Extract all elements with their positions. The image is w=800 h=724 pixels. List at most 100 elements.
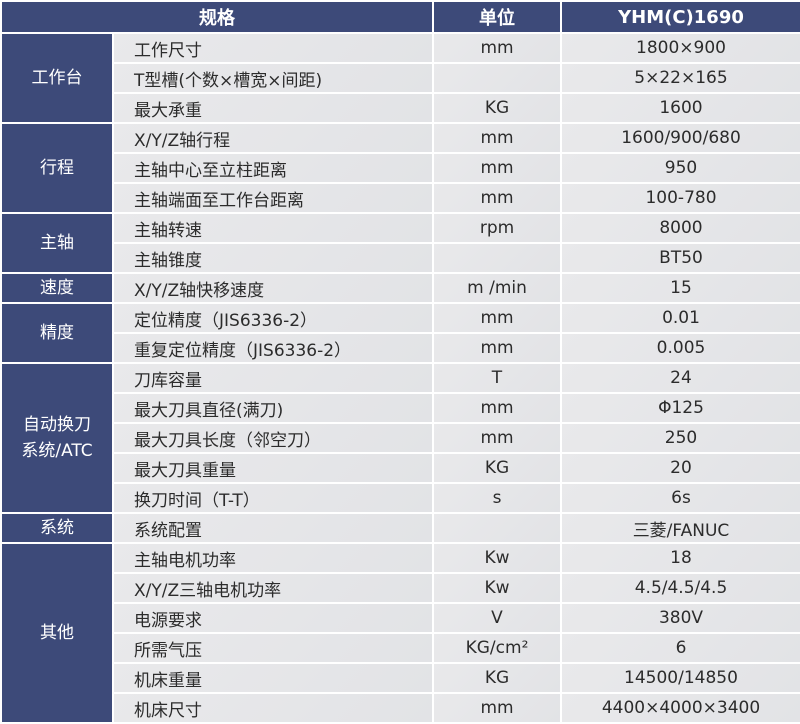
item-cell: 主轴电机功率 xyxy=(112,542,434,574)
value-cell: 15 xyxy=(560,272,800,304)
value-cell: BT50 xyxy=(560,242,800,274)
table-row: 最大刀具重量 KG 20 xyxy=(1,452,800,484)
value-cell: 250 xyxy=(560,422,800,454)
unit-cell: mm xyxy=(432,182,562,214)
value-cell: 24 xyxy=(560,362,800,394)
unit-cell: s xyxy=(432,482,562,514)
value-cell: 4.5/4.5/4.5 xyxy=(560,572,800,604)
unit-cell: Kw xyxy=(432,542,562,574)
header-model: YHM(C)1690 xyxy=(560,0,800,34)
table-row: 主轴端面至工作台距离 mm 100-780 xyxy=(1,182,800,214)
item-cell: 系统配置 xyxy=(112,512,434,544)
item-cell: 主轴端面至工作台距离 xyxy=(112,182,434,214)
unit-cell: KG xyxy=(432,452,562,484)
table-row: 换刀时间（T-T） s 6s xyxy=(1,482,800,514)
unit-cell: KG/cm² xyxy=(432,632,562,664)
header-unit: 单位 xyxy=(432,0,562,34)
item-cell: 所需气压 xyxy=(112,632,434,664)
unit-cell xyxy=(432,242,562,274)
item-cell: 最大刀具长度（邻空刀） xyxy=(112,422,434,454)
value-cell: 1600 xyxy=(560,92,800,124)
category-cell: 其他 xyxy=(0,542,114,724)
value-cell: 100-780 xyxy=(560,182,800,214)
item-cell: 最大刀具重量 xyxy=(112,452,434,484)
item-cell: 最大刀具直径(满刀) xyxy=(112,392,434,424)
unit-cell: mm xyxy=(432,422,562,454)
category-cell: 工作台 xyxy=(0,32,114,124)
table-row: 自动换刀 系统/ATC 刀库容量 T 24 xyxy=(0,362,800,514)
value-cell: 4400×4000×3400 xyxy=(560,692,800,724)
item-cell: 主轴锥度 xyxy=(112,242,434,274)
value-cell: 6s xyxy=(560,482,800,514)
table-row: 精度 定位精度（JIS6336-2） mm 0.01 xyxy=(0,302,800,364)
value-cell: 6 xyxy=(560,632,800,664)
table-row: 电源要求 V 380V xyxy=(1,602,800,634)
item-cell: 换刀时间（T-T） xyxy=(112,482,434,514)
table-row: 机床重量 KG 14500/14850 xyxy=(1,662,800,694)
header-row: 规格 单位 YHM(C)1690 xyxy=(0,0,800,34)
table-row: 速度 X/Y/Z轴快移速度 m /min 15 xyxy=(0,272,800,304)
value-cell: 380V xyxy=(560,602,800,634)
item-cell: 刀库容量 xyxy=(112,362,434,394)
item-cell: X/Y/Z轴快移速度 xyxy=(112,272,434,304)
item-cell: X/Y/Z轴行程 xyxy=(112,122,434,154)
item-cell: 机床重量 xyxy=(112,662,434,694)
unit-cell: mm xyxy=(432,692,562,724)
header-spec: 规格 xyxy=(0,0,434,34)
table-row: 行程 X/Y/Z轴行程 mm 1600/900/680 xyxy=(0,122,800,214)
category-cell: 行程 xyxy=(0,122,114,214)
table-row: 最大刀具长度（邻空刀） mm 250 xyxy=(1,422,800,454)
value-cell: Φ125 xyxy=(560,392,800,424)
unit-cell: rpm xyxy=(432,212,562,244)
table-row: 最大刀具直径(满刀) mm Φ125 xyxy=(1,392,800,424)
table-row: 主轴 主轴转速 rpm 8000 xyxy=(0,212,800,274)
value-cell: 1600/900/680 xyxy=(560,122,800,154)
category-cell: 系统 xyxy=(0,512,114,544)
item-cell: 最大承重 xyxy=(112,92,434,124)
value-cell: 0.01 xyxy=(560,302,800,334)
table-row: 最大承重 KG 1600 xyxy=(1,92,800,124)
category-cell: 主轴 xyxy=(0,212,114,274)
value-cell: 8000 xyxy=(560,212,800,244)
unit-cell: KG xyxy=(432,92,562,124)
value-cell: 20 xyxy=(560,452,800,484)
table-row: 工作台 工作尺寸 mm 1800×900 xyxy=(0,32,800,124)
table-row: 重复定位精度（JIS6336-2） mm 0.005 xyxy=(1,332,800,364)
value-cell: 950 xyxy=(560,152,800,184)
unit-cell: mm xyxy=(432,122,562,154)
unit-cell: mm xyxy=(432,392,562,424)
table-row: T型槽(个数×槽宽×间距) 5×22×165 xyxy=(1,62,800,94)
value-cell: 0.005 xyxy=(560,332,800,364)
value-cell: 14500/14850 xyxy=(560,662,800,694)
item-cell: 主轴中心至立柱距离 xyxy=(112,152,434,184)
item-cell: 重复定位精度（JIS6336-2） xyxy=(112,332,434,364)
spec-body: 工作台 工作尺寸 mm 1800×900 T型槽(个数×槽宽×间距) 5×22×165 最大… xyxy=(0,32,800,724)
unit-cell: mm xyxy=(432,152,562,184)
unit-cell xyxy=(432,512,562,544)
category-cell: 速度 xyxy=(0,272,114,304)
item-cell: 主轴转速 xyxy=(112,212,434,244)
unit-cell xyxy=(432,62,562,94)
unit-cell: m /min xyxy=(432,272,562,304)
unit-cell: T xyxy=(432,362,562,394)
category-cell: 自动换刀 系统/ATC xyxy=(0,362,114,514)
table-row: 其他 主轴电机功率 Kw 18 xyxy=(0,542,800,724)
table-row: 所需气压 KG/cm² 6 xyxy=(1,632,800,664)
unit-cell: mm xyxy=(432,332,562,364)
value-cell: 1800×900 xyxy=(560,32,800,64)
unit-cell: KG xyxy=(432,662,562,694)
item-cell: X/Y/Z三轴电机功率 xyxy=(112,572,434,604)
value-cell: 5×22×165 xyxy=(560,62,800,94)
unit-cell: V xyxy=(432,602,562,634)
item-cell: 工作尺寸 xyxy=(112,32,434,64)
item-cell: T型槽(个数×槽宽×间距) xyxy=(112,62,434,94)
table-row: X/Y/Z三轴电机功率 Kw 4.5/4.5/4.5 xyxy=(1,572,800,604)
unit-cell: Kw xyxy=(432,572,562,604)
table-row: 主轴中心至立柱距离 mm 950 xyxy=(1,152,800,184)
item-cell: 定位精度（JIS6336-2） xyxy=(112,302,434,334)
unit-cell: mm xyxy=(432,32,562,64)
table-row: 系统 系统配置 三菱/FANUC xyxy=(0,512,800,544)
unit-cell: mm xyxy=(432,302,562,334)
item-cell: 电源要求 xyxy=(112,602,434,634)
